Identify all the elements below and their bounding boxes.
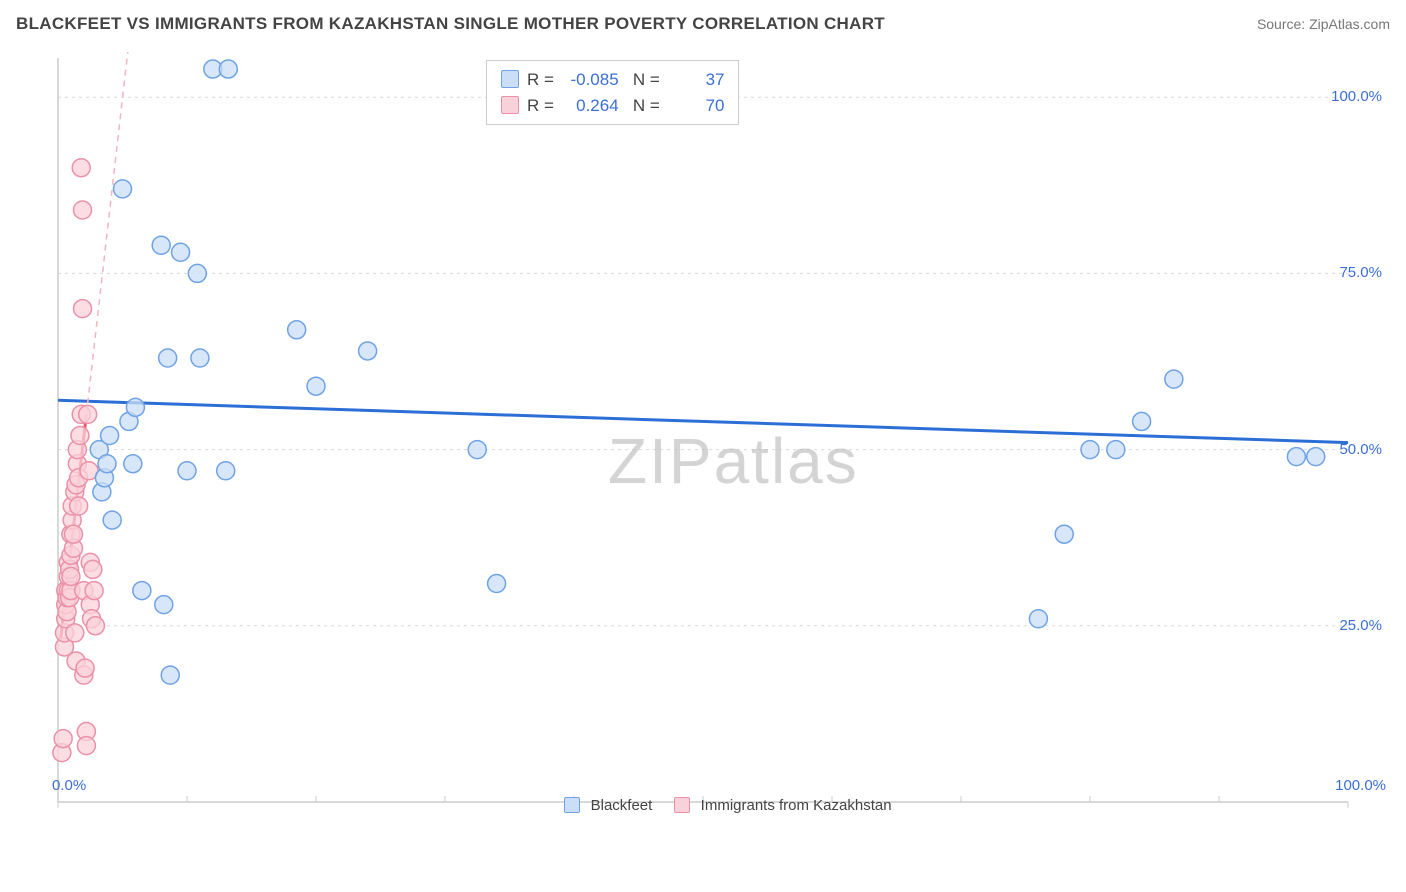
source-label: Source: ZipAtlas.com (1257, 16, 1390, 32)
legend-label: Immigrants from Kazakhstan (701, 797, 892, 814)
y-tick-label: 75.0% (1339, 264, 1382, 281)
legend-swatch (674, 797, 690, 813)
x-tick-label: 0.0% (52, 777, 86, 794)
scatter-chart (48, 52, 1390, 824)
legend-label: Blackfeet (591, 797, 653, 814)
plot-area: ZIPatlas R = -0.085 N = 37R = 0.264 N = … (48, 52, 1390, 824)
series-legend: Blackfeet Immigrants from Kazakhstan (48, 797, 1390, 814)
y-tick-label: 25.0% (1339, 617, 1382, 634)
header: BLACKFEET VS IMMIGRANTS FROM KAZAKHSTAN … (16, 14, 1390, 34)
x-tick-label: 100.0% (1335, 777, 1386, 794)
legend-swatch (564, 797, 580, 813)
y-tick-label: 50.0% (1339, 441, 1382, 458)
y-tick-label: 100.0% (1331, 88, 1382, 105)
chart-title: BLACKFEET VS IMMIGRANTS FROM KAZAKHSTAN … (16, 14, 885, 34)
correlation-legend: R = -0.085 N = 37R = 0.264 N = 70 (486, 60, 739, 125)
